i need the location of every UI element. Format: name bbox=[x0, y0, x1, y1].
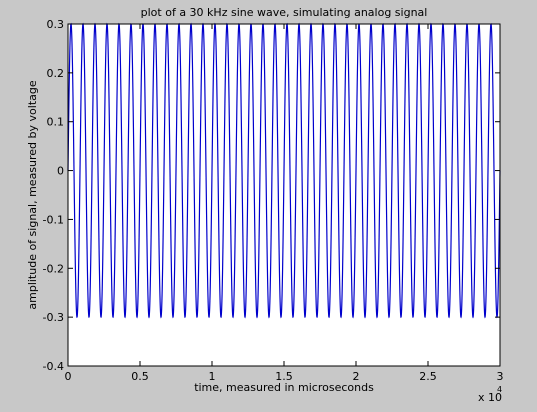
x-tick-label: 2 bbox=[353, 370, 360, 383]
axes-frame bbox=[67, 23, 501, 367]
x-axis-multiplier-exponent: 4 bbox=[497, 385, 502, 394]
x-tick-label: 2.5 bbox=[419, 370, 437, 383]
y-tick-label: 0.3 bbox=[47, 18, 65, 31]
y-tick-label: -0.4 bbox=[43, 360, 64, 373]
x-axis-multiplier: x 10 bbox=[478, 391, 502, 404]
x-tick-label: 0.5 bbox=[131, 370, 149, 383]
chart-title: plot of a 30 kHz sine wave, simulating a… bbox=[141, 6, 428, 19]
x-tick-label: 1.5 bbox=[275, 370, 293, 383]
y-tick-label: -0.1 bbox=[43, 213, 64, 226]
y-tick-label: 0.1 bbox=[47, 116, 65, 129]
y-tick-label: 0 bbox=[57, 165, 64, 178]
x-axis-label: time, measured in microseconds bbox=[194, 381, 374, 394]
y-tick-label: -0.2 bbox=[43, 262, 64, 275]
series-line-0 bbox=[67, 22, 501, 319]
x-tick-labels: 0 0.5 1 1.5 2 2.5 3 bbox=[65, 370, 504, 383]
x-tick-label: 3 bbox=[497, 370, 504, 383]
y-tick-labels: -0.4 -0.3 -0.2 -0.1 0 0.1 0.2 0.3 bbox=[43, 18, 64, 373]
y-tick-label: 0.2 bbox=[47, 67, 65, 80]
plot-area bbox=[67, 22, 501, 319]
x-tick-label: 0 bbox=[65, 370, 72, 383]
y-tick-label: -0.3 bbox=[43, 311, 64, 324]
x-tick-label: 1 bbox=[209, 370, 216, 383]
y-axis-label: amplitude of signal, measured by voltage bbox=[26, 80, 39, 309]
